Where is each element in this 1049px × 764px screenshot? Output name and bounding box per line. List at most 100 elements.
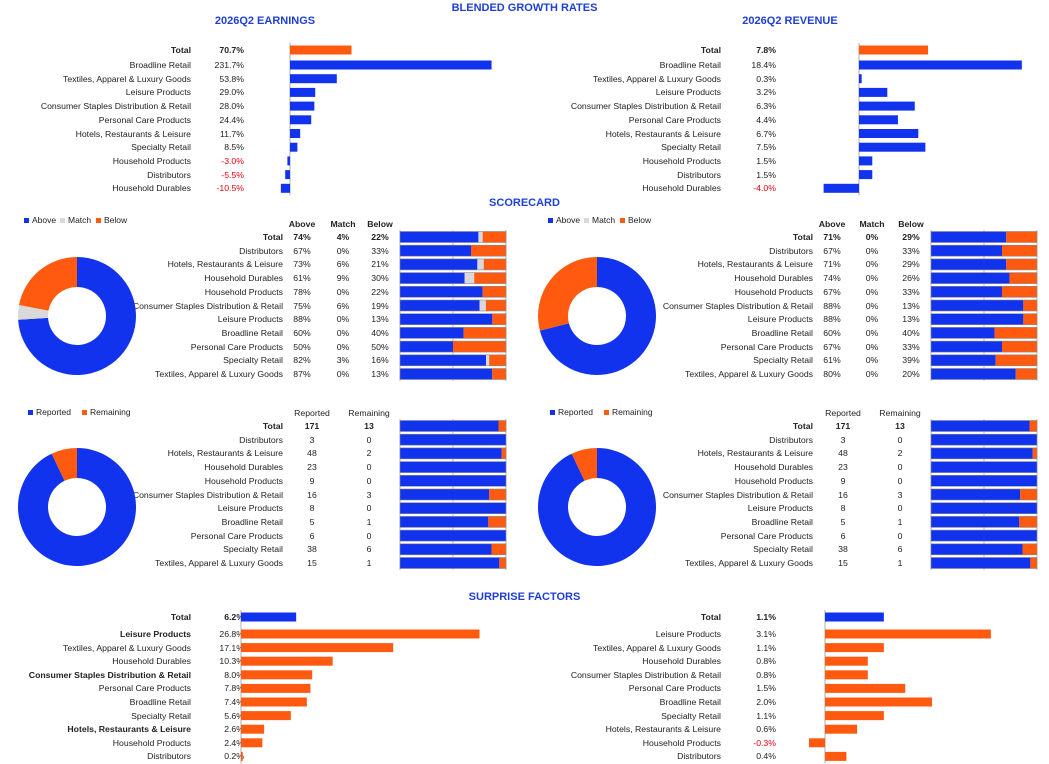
revenue-reported-segment: [931, 475, 1037, 487]
revenue-reported-bar-outline: [930, 488, 1038, 501]
revenue-surprise-label: Consumer Staples Distribution & Retail: [570, 669, 721, 680]
revenue-surprise-bar: [825, 629, 991, 639]
earnings-reported-svg: [399, 419, 507, 570]
earnings-reported-bar-outline: [399, 557, 507, 569]
revenue-scorecard-label: Hotels, Restaurants & Leisure: [697, 259, 813, 270]
earnings-reported-label: Hotels, Restaurants & Leisure: [167, 448, 283, 459]
earnings-reported-segment: [400, 557, 500, 569]
revenue-scorecard-segment: [1002, 245, 1037, 257]
revenue-scorecard-segment: [931, 327, 995, 339]
earnings-scorecard-donut-svg: [17, 257, 136, 376]
earnings-growth-value: 70.7%: [219, 45, 244, 55]
earnings-scorecard-bar-outline: [399, 340, 507, 353]
revenue-surprise-value: 1.5%: [756, 683, 776, 694]
revenue-scorecard-donut-svg: [538, 257, 656, 375]
revenue-scorecard-cell: 29%: [902, 259, 920, 270]
revenue-growth-value: 6.7%: [756, 128, 776, 139]
earnings-scorecard-segment: [400, 341, 453, 353]
earnings-growth-bar: [285, 170, 290, 180]
revenue-scorecard-segment: [1015, 368, 1037, 380]
earnings-reported-cell: 16: [307, 489, 317, 500]
revenue-surprise-bar: [825, 656, 868, 666]
earnings-scorecard-segment: [400, 368, 493, 380]
earnings-scorecard-legend-swatch: [96, 217, 101, 223]
revenue-reported-label: Household Products: [734, 475, 813, 486]
earnings-scorecard-bar-outline: [399, 258, 507, 271]
revenue-growth-label: Broadline Retail: [659, 60, 721, 70]
revenue-reported-segment: [1020, 489, 1037, 500]
earnings-growth-label: Leisure Products: [125, 87, 191, 98]
revenue-scorecard-cell: 61%: [823, 355, 841, 366]
revenue-scorecard-cell: 67%: [823, 245, 841, 256]
earnings-growth-bar: [290, 60, 492, 70]
earnings-surprise-value: 7.8%: [224, 683, 244, 694]
earnings-surprise-bar: [241, 683, 311, 693]
earnings-scorecard-segment: [400, 272, 465, 284]
revenue-reported-label: Consumer Staples Distribution & Retail: [662, 489, 813, 500]
earnings-reported-label: Specialty Retail: [223, 544, 283, 555]
revenue-scorecard-label: Total: [792, 232, 813, 242]
revenue-scorecard-cell: 0%: [865, 273, 879, 284]
earnings-scorecard-label: Leisure Products: [217, 314, 283, 325]
revenue-surprise-label: Broadline Retail: [659, 697, 721, 707]
revenue-scorecard-label: Leisure Products: [747, 314, 813, 325]
earnings-scorecard-cell: 21%: [371, 259, 389, 270]
revenue-scorecard-donut-slice: [538, 257, 597, 331]
earnings-growth-svg: [280, 43, 492, 196]
revenue-scorecard-segment: [931, 245, 1003, 257]
revenue-scorecard-label: Broadline Retail: [751, 327, 813, 338]
revenue-reported-col-header: Remaining: [879, 408, 921, 418]
earnings-reported-cell: 171: [304, 421, 320, 431]
earnings-scorecard-bar-outline: [399, 272, 507, 284]
revenue-scorecard-cell: 29%: [902, 232, 920, 242]
revenue-reported-legend-swatch: [604, 409, 609, 415]
revenue-surprise-value: 3.1%: [756, 629, 776, 639]
earnings-reported-bar-outline: [399, 502, 507, 515]
earnings-growth-value: 231.7%: [214, 60, 244, 70]
revenue-surprise-label: Textiles, Apparel & Luxury Goods: [593, 642, 721, 653]
revenue-reported-bar-outline: [930, 557, 1038, 569]
scorecard-header: SCORECARD: [489, 197, 560, 209]
earnings-scorecard-cell: 0%: [336, 341, 350, 352]
earnings-scorecard-legend-label: Match: [68, 215, 92, 225]
earnings-scorecard-segment: [400, 354, 487, 366]
revenue-reported-label: Broadline Retail: [751, 516, 813, 527]
revenue-scorecard-segment: [931, 368, 1016, 380]
revenue-reported-segment: [1029, 420, 1037, 432]
earnings-reported-bar-outline: [399, 516, 507, 528]
revenue-scorecard-cell: 40%: [902, 327, 920, 338]
earnings-reported-legend-swatch: [28, 409, 33, 415]
earnings-surprise-value: 10.3%: [219, 656, 244, 667]
earnings-growth-bar: [290, 129, 301, 138]
revenue-growth-label: Personal Care Products: [628, 114, 721, 125]
revenue-scorecard-legend-swatch: [620, 217, 625, 223]
earnings-surprise-label: Broadline Retail: [129, 697, 191, 707]
revenue-surprise-value: 2.0%: [756, 697, 776, 707]
earnings-reported-cell: 3: [309, 434, 315, 445]
earnings-scorecard-cell: 61%: [293, 273, 311, 284]
revenue-growth-bar: [859, 60, 1022, 70]
earnings-scorecard-label: Household Durables: [204, 273, 283, 284]
revenue-scorecard-cell: 0%: [865, 341, 879, 352]
earnings-growth-label: Textiles, Apparel & Luxury Goods: [63, 73, 191, 84]
revenue-growth-bar: [859, 45, 929, 55]
revenue-scorecard-legend-item: Match: [584, 215, 615, 225]
revenue-surprise-label: Household Products: [642, 737, 721, 748]
earnings-scorecard-bar-outline: [399, 299, 507, 312]
earnings-reported-bar-outline: [399, 461, 507, 473]
earnings-reported-segment: [488, 516, 506, 528]
revenue-reported-bar-outline: [930, 447, 1038, 460]
earnings-reported-col-header: Reported: [294, 408, 330, 418]
revenue-growth-bar: [859, 156, 873, 166]
earnings-surprise-value: 5.6%: [224, 710, 244, 721]
earnings-scorecard-cell: 22%: [371, 232, 389, 242]
revenue-reported-label: Hotels, Restaurants & Leisure: [697, 448, 813, 459]
revenue-scorecard-label: Distributors: [769, 245, 813, 256]
earnings-growth-label: Total: [170, 45, 191, 55]
revenue-scorecard-bar-outline: [930, 340, 1038, 353]
revenue-growth-value: 1.5%: [756, 155, 776, 166]
revenue-reported-cell: 48: [838, 448, 848, 459]
earnings-scorecard-segment: [489, 354, 506, 366]
earnings-surprise-bar: [241, 724, 265, 734]
earnings-growth-bar: [290, 45, 352, 55]
